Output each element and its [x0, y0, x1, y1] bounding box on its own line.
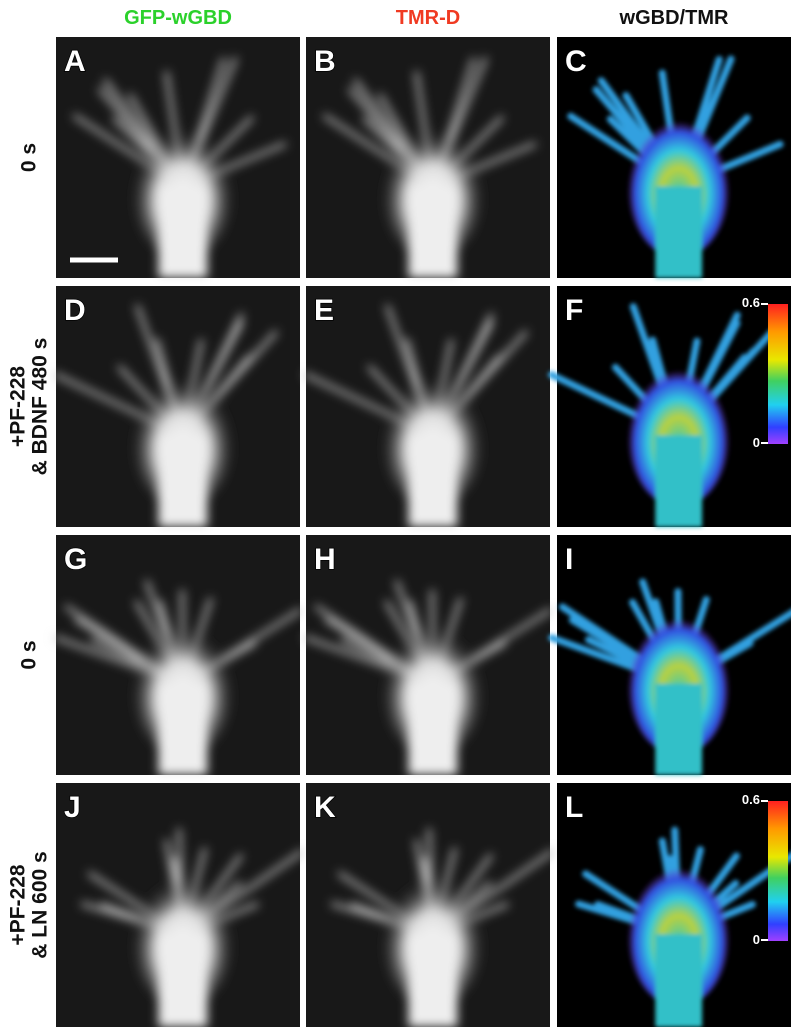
axon [408, 186, 458, 278]
axon [158, 934, 208, 1027]
row-label: & LN 600 s [29, 851, 52, 958]
cell-shape [548, 578, 791, 775]
cell-shape [547, 303, 775, 527]
panel-letter: G [64, 543, 87, 576]
panel-letter: L [565, 791, 583, 824]
cell-shape [567, 55, 784, 278]
image-panel [53, 286, 300, 527]
image-panel [56, 783, 305, 1027]
image-panel: 0.60 [557, 783, 791, 1027]
column-title: wGBD/TMR [619, 7, 729, 29]
cell-shape [303, 579, 553, 775]
panel-letter: K [314, 791, 336, 824]
axon [408, 934, 458, 1027]
cell-shape [575, 826, 791, 1027]
image-panel [548, 535, 791, 775]
panel-letter: I [565, 543, 573, 576]
row-label: +PF-228 [7, 366, 30, 447]
image-panel [303, 286, 550, 527]
image-panel [53, 535, 303, 775]
axon [158, 186, 208, 278]
column-title: TMR-D [396, 7, 460, 29]
panel-letter: F [565, 294, 583, 327]
colorbar-label: 0 [753, 435, 760, 450]
panel-letter: H [314, 543, 336, 576]
image-panel [56, 37, 300, 278]
cell-shape [303, 304, 528, 527]
axon [158, 435, 208, 527]
axon [158, 683, 208, 775]
colorbar [768, 801, 788, 941]
growth-cone [129, 363, 237, 508]
cell-shape [53, 579, 303, 775]
image-panel [306, 37, 550, 278]
panel-letter: C [565, 45, 587, 78]
cell-shape [80, 828, 305, 1027]
panel-letter: J [64, 791, 81, 824]
row-label: +PF-228 [7, 864, 30, 945]
image-panel [303, 535, 553, 775]
axon [655, 683, 703, 775]
colorbar [768, 304, 788, 444]
axon [408, 435, 458, 527]
axon [408, 683, 458, 775]
cell-shape [72, 57, 287, 278]
colorbar-label: 0 [753, 932, 760, 947]
image-panel [557, 37, 791, 278]
image-panel: 0.60 [547, 286, 791, 527]
row-label: 0 s [18, 143, 41, 172]
colorbar-label: 0.6 [742, 295, 760, 310]
panel-letter: E [314, 294, 334, 327]
cell-shape [53, 304, 278, 527]
axon [655, 934, 703, 1027]
column-title: GFP-wGBD [124, 7, 232, 29]
image-panel [306, 783, 555, 1027]
cell-shape [330, 828, 555, 1027]
cell-shape [322, 57, 537, 278]
growth-cone [627, 363, 731, 508]
colorbar-label: 0.6 [742, 792, 760, 807]
panel-letter: B [314, 45, 336, 78]
panel-letter: A [64, 45, 86, 78]
panel-letter: D [64, 294, 86, 327]
growth-cone [379, 363, 487, 508]
axon [655, 435, 703, 527]
axon [655, 186, 703, 278]
row-label: 0 s [18, 640, 41, 669]
row-label: & BDNF 480 s [29, 338, 52, 476]
